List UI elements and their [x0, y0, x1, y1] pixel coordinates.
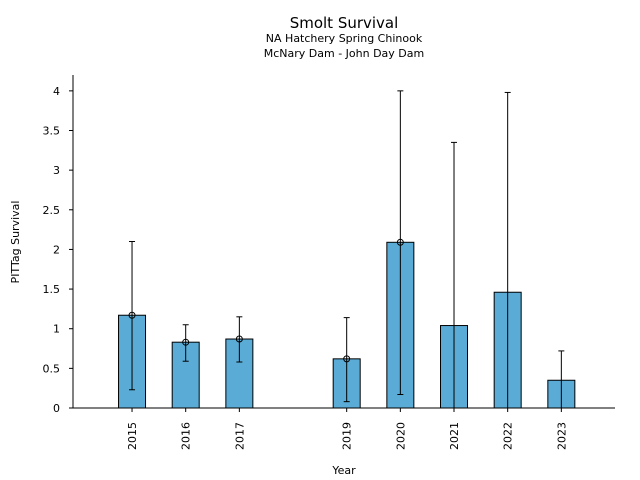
point-marker-2019	[343, 355, 351, 363]
y-axis-label: PITTag Survival	[9, 201, 22, 284]
x-axis-label: Year	[331, 464, 356, 477]
y-tick-label: 1	[53, 323, 60, 336]
chart-subtitle-1: NA Hatchery Spring Chinook	[266, 32, 423, 45]
point-marker-2020	[396, 238, 404, 246]
y-tick-label: 2	[53, 243, 60, 256]
x-tick-label: 2016	[180, 422, 193, 450]
y-tick-label: 0.5	[43, 362, 61, 375]
chart-title: Smolt Survival	[290, 14, 399, 32]
x-tick-label: 2022	[502, 422, 515, 450]
x-tick-label: 2021	[448, 422, 461, 450]
x-tick-label: 2017	[233, 422, 246, 450]
y-tick-label: 1.5	[43, 283, 61, 296]
y-tick-label: 0	[53, 402, 60, 415]
x-tick-label: 2015	[126, 422, 139, 450]
point-marker-2016	[182, 338, 190, 346]
point-marker-2017	[235, 335, 243, 343]
chart-subtitle-2: McNary Dam - John Day Dam	[264, 47, 424, 60]
point-marker-2015	[128, 311, 136, 319]
plot-area: 0 0.5 1 1.5 2 2.5 3 3.5 4 2015 2016 2017 2019 2020 202…	[43, 75, 615, 450]
x-tick-label: 2020	[394, 422, 407, 450]
y-tick-label: 4	[53, 85, 60, 98]
x-tick-label: 2023	[555, 422, 568, 450]
x-tick-label: 2019	[341, 422, 354, 450]
y-tick-label: 3	[53, 164, 60, 177]
y-tick-label: 3.5	[43, 125, 61, 138]
y-tick-label: 2.5	[43, 204, 61, 217]
